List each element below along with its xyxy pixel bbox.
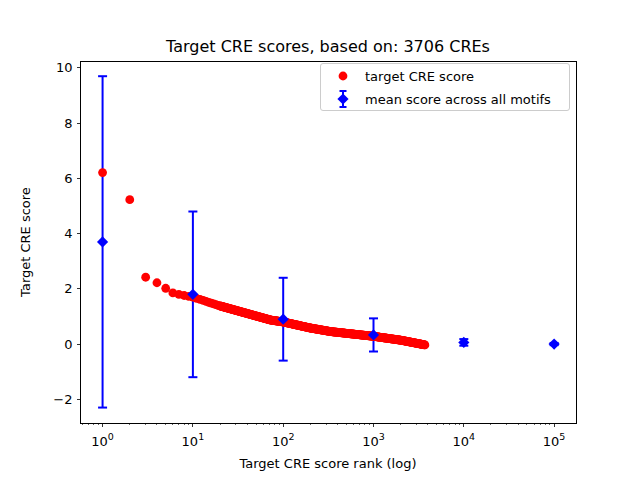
y-tick-label: 4	[64, 226, 72, 241]
y-tick-label: 8	[64, 116, 72, 131]
red-dot-icon	[321, 67, 365, 85]
y-axis-label: Target CRE score	[18, 187, 33, 298]
x-tick-label: 103	[362, 431, 385, 449]
target-score-point	[153, 278, 162, 287]
y-tick-label: 2	[64, 281, 72, 296]
target-score-point	[98, 168, 107, 177]
x-axis-label: Target CRE score rank (log)	[238, 456, 416, 471]
legend-label-target-score: target CRE score	[365, 69, 474, 84]
y-tick-label: −2	[53, 392, 72, 407]
legend-item-target-score: target CRE score	[321, 65, 569, 87]
target-score-point	[420, 340, 429, 349]
legend-item-mean-score: mean score across all motifs	[321, 88, 569, 110]
y-tick-label: 10	[56, 60, 73, 75]
plot-area: 100 101 102 103 104 105 −2 0 2 4 6 8 10	[53, 60, 576, 449]
plot-border	[80, 61, 577, 423]
x-tick-label: 100	[91, 431, 114, 449]
y-tick-label: 0	[64, 337, 72, 352]
x-tick-label: 105	[543, 431, 566, 449]
target-score-point	[141, 273, 150, 282]
chart-title: Target CRE scores, based on: 3706 CREs	[165, 37, 490, 56]
mean-diamond	[97, 236, 108, 247]
mean-diamond	[549, 338, 560, 349]
legend: target CRE score mean score across all m…	[320, 63, 570, 111]
blue-diamond-errorbar-icon	[321, 89, 365, 109]
figure: 100 101 102 103 104 105 −2 0 2 4 6 8 10 Target CRE s…	[0, 0, 640, 480]
legend-label-mean-score: mean score across all motifs	[365, 92, 551, 107]
target-score-point	[125, 195, 134, 204]
x-tick-label: 101	[182, 431, 205, 449]
x-tick-label: 104	[453, 431, 476, 449]
x-tick-label: 102	[272, 431, 295, 449]
y-tick-label: 6	[64, 171, 72, 186]
